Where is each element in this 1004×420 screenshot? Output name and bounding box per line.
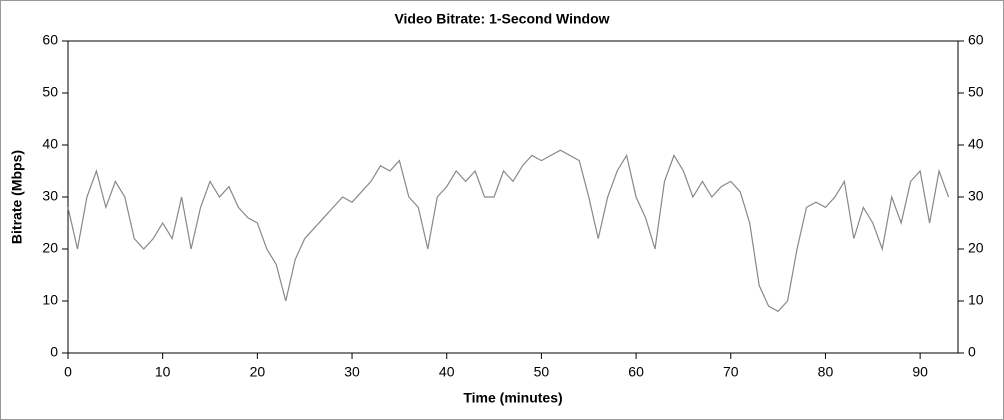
y-tick-label: 50	[42, 84, 58, 100]
y2-tick-label: 10	[968, 292, 984, 308]
x-tick-label: 30	[344, 364, 360, 380]
x-tick-label: 0	[64, 364, 72, 380]
x-tick-label: 40	[439, 364, 455, 380]
y-tick-label: 20	[42, 240, 58, 256]
y2-tick-label: 50	[968, 84, 984, 100]
y-tick-label: 30	[42, 188, 58, 204]
y2-tick-label: 60	[968, 32, 984, 48]
y2-tick-label: 20	[968, 240, 984, 256]
x-tick-label: 80	[818, 364, 834, 380]
y2-tick-label: 30	[968, 188, 984, 204]
x-tick-label: 70	[723, 364, 739, 380]
x-tick-label: 20	[250, 364, 266, 380]
x-tick-label: 90	[912, 364, 928, 380]
y2-tick-label: 0	[968, 344, 976, 360]
y-tick-label: 60	[42, 32, 58, 48]
x-axis-label: Time (minutes)	[463, 390, 562, 406]
y-tick-label: 40	[42, 136, 58, 152]
x-tick-label: 10	[155, 364, 171, 380]
y-axis-label: Bitrate (Mbps)	[9, 150, 25, 244]
chart-title: Video Bitrate: 1-Second Window	[394, 11, 609, 27]
data-line	[67, 149, 950, 313]
x-tick-label: 60	[628, 364, 644, 380]
y2-tick-label: 40	[968, 136, 984, 152]
y-tick-label: 0	[50, 344, 58, 360]
x-tick-label: 50	[534, 364, 550, 380]
y-tick-label: 10	[42, 292, 58, 308]
